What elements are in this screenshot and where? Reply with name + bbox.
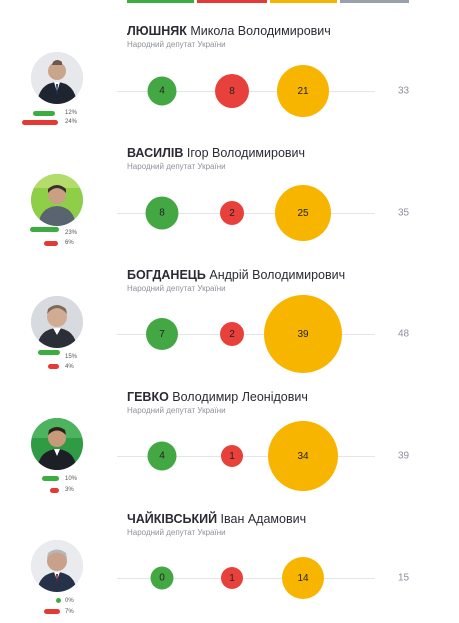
green-percent-label: 23% (65, 230, 78, 236)
bubble-axis-line (117, 213, 375, 214)
green-percent-bar (33, 111, 55, 116)
red-percent-label: 4% (65, 364, 74, 370)
category-gray-bar (340, 0, 409, 3)
deputy-surname: БОГДАНЕЦЬ (127, 268, 206, 282)
deputy-given-name: Іван Адамович (220, 512, 307, 526)
red-percent-label: 24% (65, 119, 78, 125)
green-count-bubble[interactable]: 4 (147, 441, 177, 471)
deputy-row[interactable]: ЧАЙКІВСЬКИЙ Іван Адамович Народний депут… (0, 488, 459, 615)
deputy-name[interactable]: ЧАЙКІВСЬКИЙ Іван Адамович (127, 512, 306, 526)
red-count-bubble[interactable]: 2 (220, 201, 244, 225)
category-yellow-bar (270, 0, 337, 3)
yellow-count-bubble[interactable]: 14 (282, 557, 324, 599)
avatar[interactable] (31, 52, 83, 104)
green-percent-label: 12% (65, 110, 78, 116)
red-percent-bar (50, 488, 59, 493)
deputy-given-name: Володимир Леонідович (172, 390, 308, 404)
red-percent-bar (48, 364, 59, 369)
deputy-surname: ЛЮШНЯК (127, 24, 187, 38)
green-percent-bar (42, 476, 59, 481)
deputy-given-name: Андрій Володимирович (209, 268, 346, 282)
person-photo-icon (31, 296, 83, 348)
red-count-bubble[interactable]: 1 (221, 445, 243, 467)
green-percent-bar (38, 350, 60, 355)
red-count-bubble[interactable]: 8 (215, 74, 249, 108)
person-photo-icon (31, 540, 83, 592)
avatar[interactable] (31, 296, 83, 348)
person-photo-icon (31, 418, 83, 470)
green-count-bubble[interactable]: 0 (150, 566, 174, 590)
deputy-surname: ГЕВКО (127, 390, 169, 404)
total-count: 48 (398, 328, 410, 340)
category-green-bar (127, 0, 194, 3)
total-count: 39 (398, 450, 410, 462)
yellow-count-bubble[interactable]: 21 (277, 65, 329, 117)
category-red-bar (197, 0, 267, 3)
deputy-row[interactable]: БОГДАНЕЦЬ Андрій Володимирович Народний … (0, 244, 459, 373)
deputy-surname: ЧАЙКІВСЬКИЙ (127, 512, 218, 526)
green-percent-label: 10% (65, 476, 78, 482)
green-percent-label: 15% (65, 354, 78, 360)
avatar[interactable] (31, 540, 83, 592)
deputy-given-name: Ігор Володимирович (186, 146, 306, 160)
bubble-axis-line (117, 334, 375, 335)
deputy-role: Народний депутат України (127, 406, 226, 415)
red-count-bubble[interactable]: 2 (220, 322, 244, 346)
category-color-bar (127, 0, 409, 4)
green-count-bubble[interactable]: 7 (146, 318, 178, 350)
deputy-role: Народний депутат України (127, 162, 226, 171)
green-percent-bar (30, 227, 59, 232)
deputy-name[interactable]: ГЕВКО Володимир Леонідович (127, 390, 308, 404)
red-percent-bar (44, 609, 60, 614)
total-count: 15 (398, 572, 410, 584)
deputy-row[interactable]: ЛЮШНЯК Микола Володимирович Народний деп… (0, 0, 459, 125)
deputy-row[interactable]: ГЕВКО Володимир Леонідович Народний депу… (0, 366, 459, 493)
bubble-axis-line (117, 578, 375, 579)
green-percent-label: 0% (65, 598, 74, 604)
deputy-name[interactable]: БОГДАНЕЦЬ Андрій Володимирович (127, 268, 345, 282)
red-percent-bar (44, 241, 58, 246)
red-percent-label: 6% (65, 240, 74, 246)
green-count-bubble[interactable]: 8 (145, 196, 179, 230)
deputy-role: Народний депутат України (127, 284, 226, 293)
deputy-role: Народний депутат України (127, 40, 226, 49)
green-percent-bar (56, 598, 61, 603)
bubble-axis-line (117, 456, 375, 457)
deputy-surname: ВАСИЛІВ (127, 146, 184, 160)
deputy-name[interactable]: ЛЮШНЯК Микола Володимирович (127, 24, 331, 38)
total-count: 33 (398, 85, 410, 97)
red-percent-label: 3% (65, 487, 74, 493)
avatar[interactable] (31, 418, 83, 470)
yellow-count-bubble[interactable]: 34 (268, 421, 338, 491)
deputy-given-name: Микола Володимирович (190, 24, 331, 38)
green-count-bubble[interactable]: 4 (147, 76, 177, 106)
person-photo-icon (31, 174, 83, 226)
yellow-count-bubble[interactable]: 39 (264, 295, 342, 373)
deputy-row[interactable]: ВАСИЛІВ Ігор Володимирович Народний депу… (0, 122, 459, 246)
red-percent-bar (22, 120, 58, 125)
red-percent-label: 7% (65, 609, 74, 615)
person-photo-icon (31, 52, 83, 104)
deputy-role: Народний депутат України (127, 528, 226, 537)
deputy-name[interactable]: ВАСИЛІВ Ігор Володимирович (127, 146, 305, 160)
red-count-bubble[interactable]: 1 (221, 567, 243, 589)
yellow-count-bubble[interactable]: 25 (275, 185, 331, 241)
total-count: 35 (398, 207, 410, 219)
avatar[interactable] (31, 174, 83, 226)
